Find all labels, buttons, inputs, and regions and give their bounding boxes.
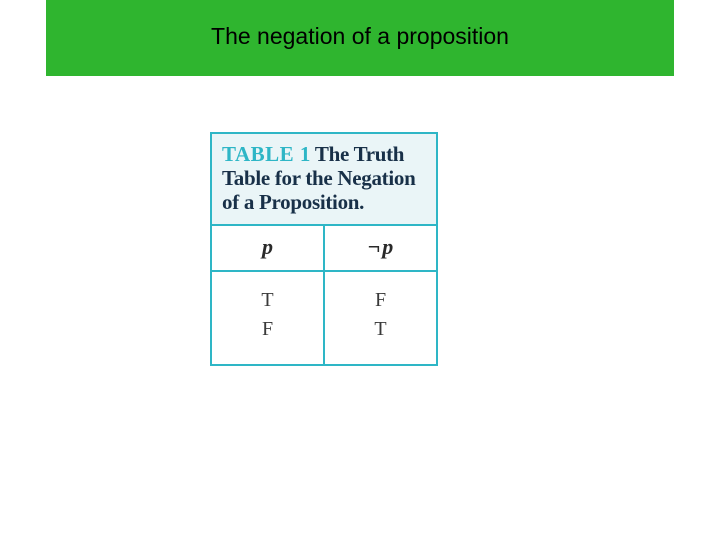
title-banner: The negation of a proposition — [46, 0, 674, 76]
cell-value: T — [212, 286, 323, 315]
col-header-not-p: ¬p — [325, 226, 436, 270]
cell-value: F — [212, 315, 323, 344]
table-header-row: p ¬p — [212, 226, 436, 272]
col-notp-values: F T — [325, 272, 436, 364]
cell-value: T — [325, 315, 436, 344]
col-header-p: p — [212, 226, 325, 270]
negation-icon: ¬ — [368, 234, 381, 259]
truth-table: TABLE 1 The Truth Table for the Negation… — [210, 132, 438, 366]
header-p-text: p — [262, 234, 273, 259]
table-body: T F F T — [212, 272, 436, 364]
header-notp-var: p — [382, 234, 393, 259]
page-title: The negation of a proposition — [211, 23, 509, 50]
table-label: TABLE 1 — [222, 142, 311, 166]
col-p-values: T F — [212, 272, 325, 364]
table-caption: TABLE 1 The Truth Table for the Negation… — [212, 134, 436, 226]
cell-value: F — [325, 286, 436, 315]
